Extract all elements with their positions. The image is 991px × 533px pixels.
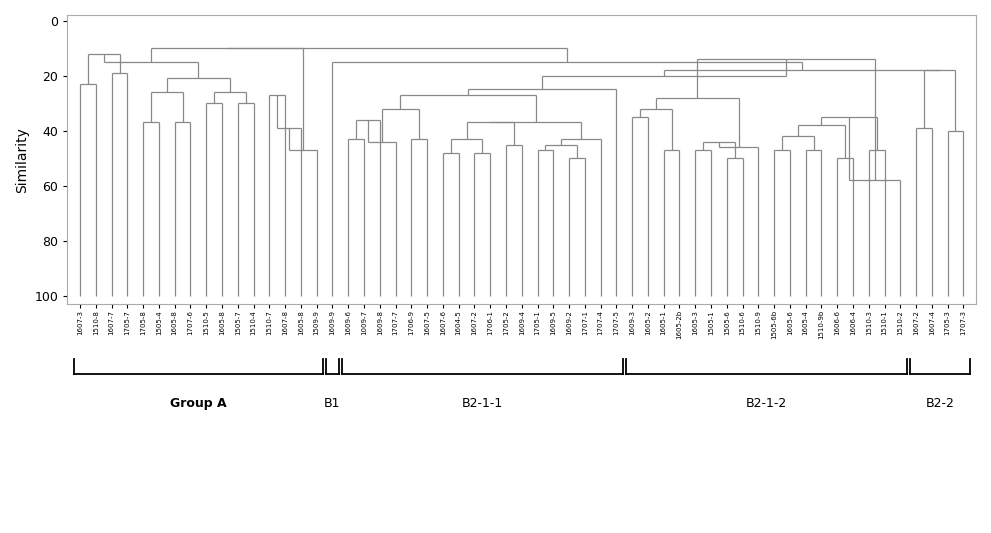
Text: Group A: Group A xyxy=(170,397,227,410)
Text: B2-2: B2-2 xyxy=(926,397,954,410)
Y-axis label: Similarity: Similarity xyxy=(15,127,29,192)
Text: B1: B1 xyxy=(324,397,341,410)
Text: B2-1-1: B2-1-1 xyxy=(462,397,502,410)
Text: B2-1-2: B2-1-2 xyxy=(745,397,787,410)
